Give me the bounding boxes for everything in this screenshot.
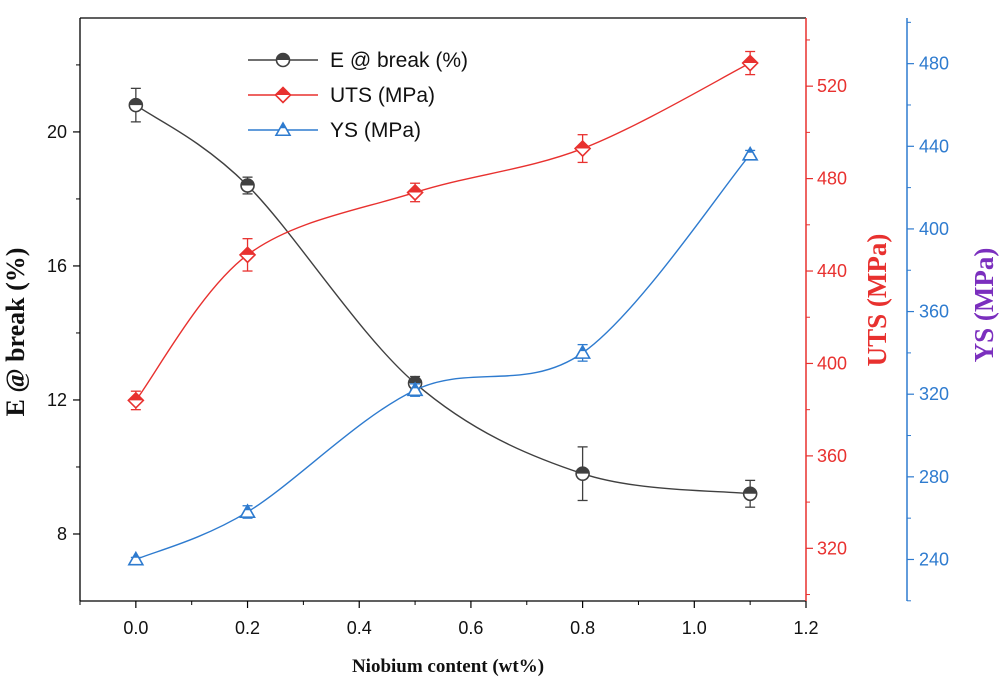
uts-tick-label: 440	[817, 261, 847, 281]
legend-label: YS (MPa)	[330, 119, 421, 142]
legend-label: UTS (MPa)	[330, 84, 435, 107]
data-point	[127, 391, 145, 410]
legend-marker	[274, 121, 292, 137]
axes-layer: 0.0 0.2 0.4 0.6 0.8 1.0 1.2 8 12 16 20 320 360 400 440…	[47, 17, 949, 638]
x-axis-title: Niobium content (wt%)	[352, 656, 544, 677]
ys-tick-label: 280	[919, 467, 949, 487]
x-tick-label: 0.8	[570, 618, 595, 638]
left-axis-title: E @ break (%)	[1, 248, 30, 417]
legend-marker	[274, 86, 292, 104]
left-tick-label: 20	[47, 122, 67, 142]
data-point	[240, 178, 255, 193]
legend-item: YS (MPa)	[248, 119, 421, 142]
data-point	[741, 145, 759, 161]
x-tick-label: 0.6	[458, 618, 483, 638]
series-1	[128, 87, 758, 508]
uts-tick-label: 360	[817, 446, 847, 466]
data-point	[128, 97, 144, 113]
left-tick-label: 12	[47, 390, 67, 410]
x-tick-label: 1.0	[682, 618, 707, 638]
series-line	[135, 62, 751, 401]
legend-marker	[275, 52, 291, 68]
data-point	[238, 246, 257, 264]
uts-tick-label: 400	[817, 353, 847, 373]
data-point	[239, 503, 256, 519]
ys-axis-title: YS (MPa)	[969, 248, 999, 363]
ys-tick-label: 440	[919, 136, 949, 156]
uts-tick-label: 520	[817, 76, 847, 96]
series-line	[135, 154, 751, 561]
ys-tick-label: 360	[919, 302, 949, 322]
x-tick-label: 0.4	[347, 618, 372, 638]
x-tick-label: 0.2	[235, 618, 260, 638]
series-2	[127, 50, 759, 411]
data-point	[406, 183, 424, 202]
legend-item: E @ break (%)	[248, 49, 468, 72]
series-layer	[127, 50, 759, 566]
data-point	[573, 139, 592, 158]
data-point	[127, 550, 145, 566]
left-tick-label: 8	[57, 524, 67, 544]
uts-tick-label: 480	[817, 169, 847, 189]
axis-titles: Niobium content (wt%) E @ break (%) UTS …	[1, 234, 999, 677]
series-3	[127, 145, 759, 566]
ys-tick-label: 400	[919, 219, 949, 239]
data-point	[575, 466, 590, 481]
data-point	[741, 54, 759, 72]
data-point	[406, 381, 424, 397]
series-line	[135, 104, 751, 495]
legend: E @ break (%) UTS (MPa) YS (MPa)	[248, 49, 468, 142]
legend-item: UTS (MPa)	[248, 84, 435, 107]
data-point	[574, 344, 591, 359]
x-tick-label: 0.0	[123, 618, 148, 638]
data-point	[742, 486, 758, 502]
ys-tick-label: 480	[919, 54, 949, 74]
uts-axis-title: UTS (MPa)	[862, 234, 892, 367]
legend-label: E @ break (%)	[330, 49, 468, 72]
uts-tick-label: 320	[817, 538, 847, 558]
left-tick-label: 16	[47, 256, 67, 276]
ys-tick-label: 240	[919, 549, 949, 569]
ys-tick-label: 320	[919, 384, 949, 404]
x-tick-label: 1.2	[793, 618, 818, 638]
